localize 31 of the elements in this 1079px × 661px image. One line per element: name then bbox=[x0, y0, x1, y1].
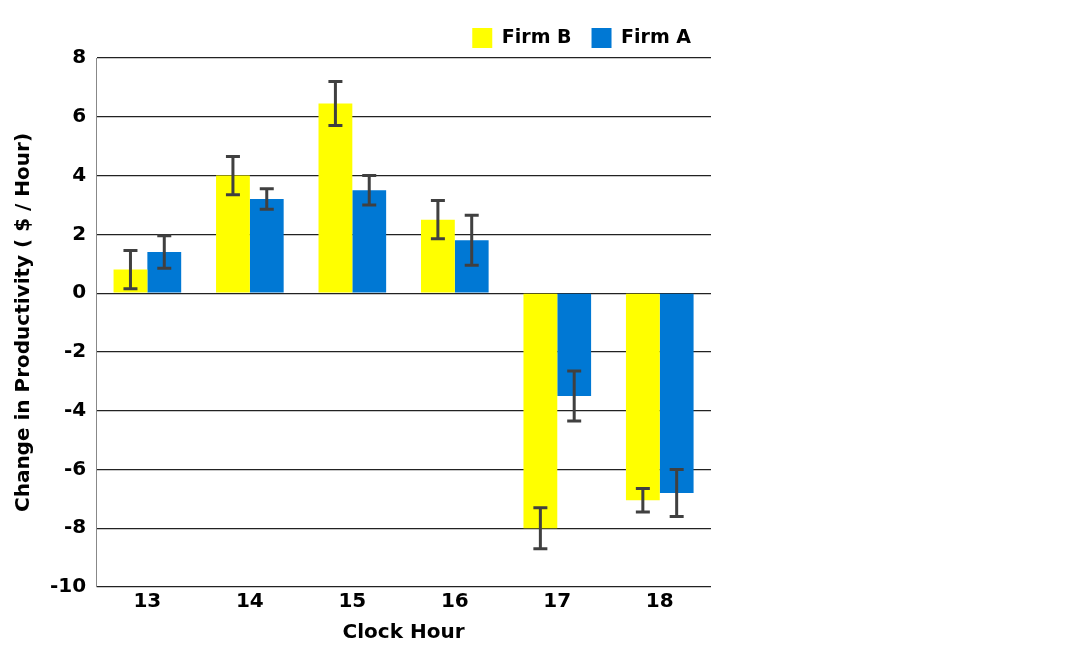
y-tick-label: -6 bbox=[63, 455, 87, 480]
y-tick-label: 0 bbox=[72, 279, 87, 304]
y-tick-label: -10 bbox=[49, 573, 87, 598]
y-axis-title: Change in Productivity ( $ / Hour) bbox=[10, 132, 35, 513]
y-tick-label: 4 bbox=[72, 161, 87, 186]
y-tick-label: -8 bbox=[63, 514, 87, 539]
bar bbox=[352, 190, 387, 293]
x-tick-label: 15 bbox=[338, 588, 367, 613]
bar bbox=[420, 219, 455, 293]
x-tick-label: 13 bbox=[133, 588, 162, 613]
bar bbox=[659, 293, 694, 493]
x-tick-label: 18 bbox=[645, 588, 674, 613]
x-tick-label: 16 bbox=[440, 588, 469, 613]
y-tick-label: 8 bbox=[72, 44, 87, 69]
x-tick-label: 17 bbox=[543, 588, 572, 613]
bar bbox=[523, 293, 558, 529]
y-tick-label: 2 bbox=[72, 220, 87, 245]
y-tick-label: -4 bbox=[63, 396, 87, 421]
bar bbox=[216, 175, 250, 293]
x-axis-title: Clock Hour bbox=[342, 619, 465, 644]
bar bbox=[454, 240, 489, 293]
x-tick-label: 14 bbox=[235, 588, 264, 613]
y-tick-label: 6 bbox=[72, 102, 87, 127]
legend-label: Firm A bbox=[621, 24, 692, 47]
legend-label: Firm B bbox=[501, 24, 572, 47]
bar bbox=[249, 199, 284, 293]
y-tick-label: -2 bbox=[63, 338, 87, 363]
bar bbox=[625, 293, 660, 501]
bar bbox=[318, 103, 353, 293]
bar bbox=[557, 293, 592, 396]
bar bbox=[147, 251, 182, 293]
